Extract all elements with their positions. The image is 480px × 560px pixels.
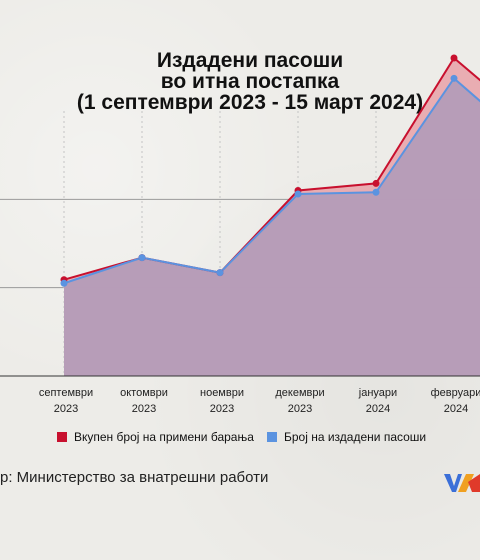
x-tick-label-2-year: 2023	[210, 403, 234, 415]
series-1-point-2	[216, 269, 224, 277]
x-tick-label-3-month: декември	[275, 387, 324, 399]
series-0-point-4	[372, 179, 380, 187]
series-1-point-4	[372, 188, 380, 196]
chart-title: Издадени пасоши во итна постапка (1 септ…	[0, 50, 480, 113]
legend-swatch-issued	[267, 432, 277, 442]
series-1-point-0	[60, 279, 68, 287]
series-areas	[64, 58, 480, 376]
x-tick-label-5-year: 2024	[444, 403, 468, 415]
legend-swatch-received	[57, 432, 67, 442]
legend-item-received: Вкупен број на примени барања	[57, 430, 254, 444]
x-tick-label-1-month: октомври	[120, 387, 168, 399]
logo-shape-orange	[458, 474, 474, 492]
series-1-point-1	[138, 254, 146, 262]
x-tick-label-5-month: февруари	[431, 387, 480, 399]
series-1-point-3	[294, 190, 302, 198]
series-1-point-5	[450, 74, 458, 82]
x-tick-label-4-year: 2024	[366, 403, 390, 415]
x-tick-label-1-year: 2023	[132, 403, 156, 415]
logo-shape-red	[468, 474, 480, 492]
series-points	[60, 54, 458, 287]
publisher-logo	[444, 474, 480, 492]
logo-shape-blue	[444, 474, 462, 492]
x-tick-label-2-month: ноември	[200, 387, 244, 399]
x-tick-label-0-year: 2023	[54, 403, 78, 415]
series-area-1	[64, 78, 480, 376]
chart-title-line-3: (1 септември 2023 - 15 март 2024)	[76, 91, 424, 114]
x-tick-label-3-year: 2023	[288, 403, 312, 415]
x-tick-labels: септември 2023 октомври 2023 ноември 2023 деке…	[39, 387, 480, 415]
chart-title-line-2: во итна постапка	[160, 70, 340, 93]
x-tick-label-4-month: јануари	[358, 387, 397, 399]
series-0-point-5	[450, 54, 458, 62]
legend-label-received: Вкупен број на примени барања	[74, 430, 254, 444]
legend-item-issued: Број на издадени пасоши	[267, 430, 426, 444]
legend-label-issued: Број на издадени пасоши	[284, 430, 427, 444]
x-tick-label-0-month: септември	[39, 387, 93, 399]
chart-title-line-1: Издадени пасоши	[156, 49, 344, 72]
source-text: р: Министерство за внатрешни работи	[0, 469, 269, 486]
